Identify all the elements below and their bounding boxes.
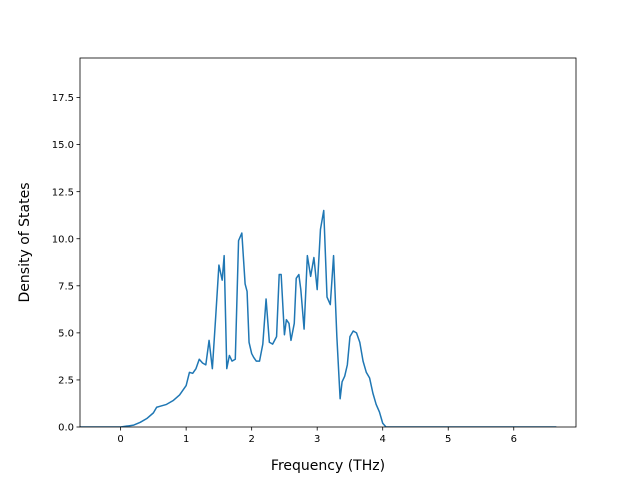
x-tick-label: 6 [511, 434, 517, 445]
dos-series-line [80, 209, 557, 427]
y-tick-label: 15.0 [52, 140, 74, 151]
x-axis-label: Frequency (THz) [271, 458, 385, 474]
y-axis: 0.0 2.5 5.0 7.5 10.0 12.5 15.0 17.5 [52, 93, 80, 434]
plot-frame [79, 57, 577, 428]
x-axis: 0 1 2 3 4 5 6 [117, 427, 517, 445]
x-tick-label: 5 [445, 434, 451, 445]
y-tick-label: 10.0 [52, 234, 74, 245]
x-tick-label: 1 [183, 434, 189, 445]
y-axis-label: Density of States [17, 183, 33, 303]
y-tick-label: 0.0 [58, 423, 74, 434]
x-tick-label: 3 [314, 434, 320, 445]
y-tick-label: 5.0 [58, 328, 74, 339]
x-tick-label: 0 [117, 434, 123, 445]
y-tick-label: 17.5 [52, 93, 74, 104]
y-tick-label: 7.5 [58, 281, 74, 292]
series-layer [80, 209, 557, 427]
x-tick-label: 4 [380, 434, 386, 445]
y-tick-label: 12.5 [52, 187, 74, 198]
y-tick-label: 2.5 [58, 376, 74, 387]
x-tick-label: 2 [248, 434, 254, 445]
